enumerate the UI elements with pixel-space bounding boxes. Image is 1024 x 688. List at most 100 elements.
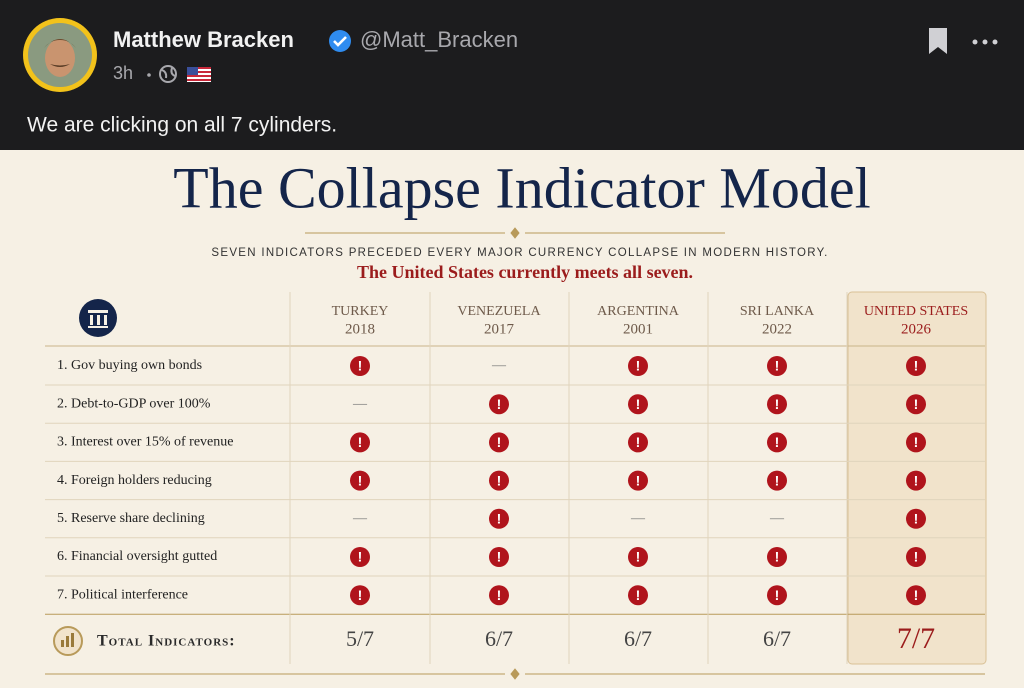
met-icon: ! — [628, 394, 648, 415]
totals-icon — [53, 626, 83, 656]
row-label: 5. Reserve share declining — [57, 511, 205, 526]
met-icon-circle — [906, 394, 926, 415]
met-icon-circle — [350, 356, 370, 376]
author-name[interactable]: Matthew Bracken — [113, 27, 294, 52]
met-icon-circle — [628, 394, 648, 415]
bottom-divider — [45, 668, 985, 680]
met-icon-glyph: ! — [914, 396, 919, 412]
met-icon-circle — [489, 432, 509, 453]
total-value: 5/7 — [346, 626, 374, 651]
met-icon-glyph: ! — [636, 396, 641, 412]
met-icon: ! — [628, 585, 648, 606]
met-icon-glyph: ! — [775, 472, 780, 488]
met-icon-circle — [350, 470, 370, 491]
unmet-dash: — — [630, 511, 646, 526]
met-icon: ! — [489, 394, 509, 415]
column-year: 2017 — [484, 321, 515, 337]
met-icon-circle — [350, 547, 370, 567]
met-icon: ! — [767, 356, 787, 376]
met-icon: ! — [489, 432, 509, 453]
met-icon-glyph: ! — [914, 434, 919, 450]
met-icon-circle — [489, 394, 509, 415]
met-icon: ! — [350, 470, 370, 491]
verified-badge — [329, 30, 351, 52]
met-icon: ! — [906, 394, 926, 415]
unmet-dash: — — [352, 396, 368, 411]
met-icon: ! — [489, 470, 509, 491]
met-icon-circle — [350, 432, 370, 453]
separator-dot — [147, 73, 151, 77]
met-icon-glyph: ! — [497, 472, 502, 488]
met-icon: ! — [767, 394, 787, 415]
met-icon-circle — [906, 508, 926, 529]
met-icon-glyph: ! — [497, 511, 502, 527]
met-icon-glyph: ! — [636, 587, 641, 603]
met-icon-circle — [906, 470, 926, 491]
met-icon-circle — [767, 394, 787, 415]
column-year: 2018 — [345, 321, 375, 337]
met-icon: ! — [350, 432, 370, 453]
met-icon-circle — [906, 585, 926, 606]
met-icon-glyph: ! — [914, 358, 919, 374]
post-time: 3h — [113, 63, 133, 83]
met-icon-circle — [906, 432, 926, 453]
author-handle[interactable]: @Matt_Bracken — [360, 27, 518, 52]
met-icon: ! — [906, 508, 926, 529]
met-icon-glyph: ! — [358, 434, 363, 450]
met-icon-glyph: ! — [358, 587, 363, 603]
met-icon-circle — [489, 508, 509, 529]
met-icon-circle — [767, 585, 787, 606]
unmet-dash: — — [491, 358, 507, 373]
total-value: 6/7 — [624, 626, 652, 651]
image-highlight: The United States currently meets all se… — [357, 262, 693, 282]
indicator-table: TURKEY 2018 VENEZUELA 2017 ARGENTINA 2001 SRI … — [45, 292, 985, 664]
row-label: 7. Political interference — [57, 587, 188, 602]
met-icon: ! — [350, 547, 370, 567]
met-icon-circle — [628, 356, 648, 376]
met-icon-glyph: ! — [497, 549, 502, 565]
met-icon: ! — [906, 585, 926, 606]
post-header-bg — [0, 0, 1024, 150]
row-label: 3. Interest over 15% of revenue — [57, 435, 233, 450]
row-label: 6. Financial oversight gutted — [57, 549, 217, 564]
met-icon-glyph: ! — [497, 396, 502, 412]
total-value: 6/7 — [485, 626, 513, 651]
total-value: 7/7 — [897, 622, 935, 655]
column-country: ARGENTINA — [597, 304, 680, 319]
met-icon: ! — [906, 470, 926, 491]
met-icon-glyph: ! — [358, 549, 363, 565]
row-label: 2. Debt-to-GDP over 100% — [57, 396, 211, 411]
met-icon-circle — [767, 356, 787, 376]
image-title: The Collapse Indicator Model — [173, 155, 870, 220]
post-text: We are clicking on all 7 cylinders. — [27, 114, 337, 137]
met-icon: ! — [767, 547, 787, 567]
met-icon-circle — [628, 547, 648, 567]
met-icon-glyph: ! — [914, 472, 919, 488]
met-icon-glyph: ! — [914, 549, 919, 565]
met-icon-circle — [906, 356, 926, 376]
met-icon-glyph: ! — [636, 434, 641, 450]
met-icon-circle — [628, 432, 648, 453]
met-icon: ! — [767, 585, 787, 606]
avatar[interactable] — [23, 18, 97, 92]
total-value: 6/7 — [763, 626, 791, 651]
column-year: 2001 — [623, 321, 653, 337]
met-icon: ! — [489, 585, 509, 606]
met-icon-circle — [767, 432, 787, 453]
met-icon: ! — [767, 432, 787, 453]
flag-icon — [187, 67, 211, 82]
met-icon: ! — [350, 585, 370, 606]
met-icon: ! — [350, 356, 370, 376]
met-icon: ! — [489, 508, 509, 529]
total-label: Total Indicators: — [97, 633, 236, 650]
met-icon-circle — [767, 470, 787, 491]
met-icon-glyph: ! — [636, 358, 641, 374]
more-button[interactable] — [972, 39, 998, 45]
bookmark-button[interactable] — [929, 28, 947, 54]
met-icon-circle — [906, 547, 926, 567]
met-icon-glyph: ! — [775, 396, 780, 412]
met-icon: ! — [906, 547, 926, 567]
met-icon-glyph: ! — [497, 434, 502, 450]
met-icon: ! — [628, 356, 648, 376]
